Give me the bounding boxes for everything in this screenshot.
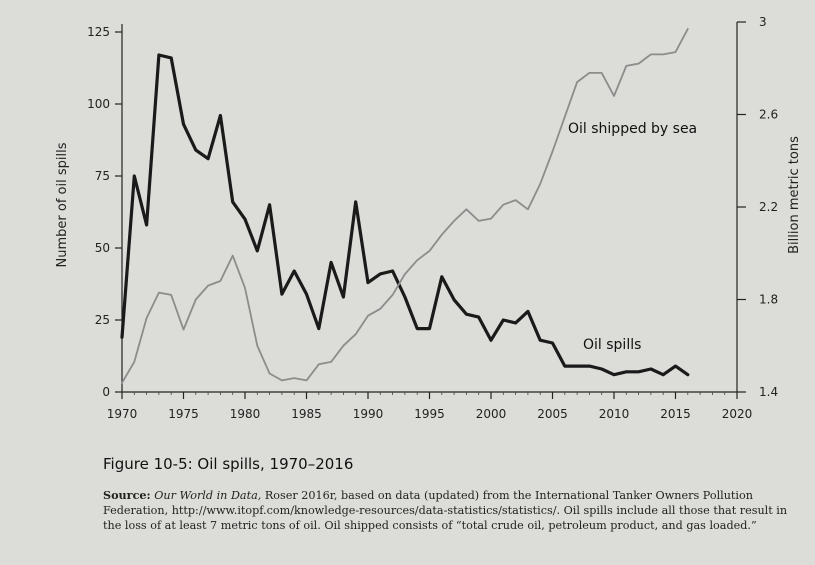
series-annotations: Oil shipped by sea Oil spills — [568, 121, 697, 353]
left-tick-label: 125 — [87, 25, 110, 39]
x-tick-label: 2015 — [660, 407, 691, 421]
source-note: Source: Our World in Data, Roser 2016r, … — [103, 488, 793, 533]
annotation-oil-shipped: Oil shipped by sea — [568, 121, 697, 137]
series-line-oil-spills — [120, 53, 690, 377]
left-axis-title: Number of oil spills — [55, 142, 70, 267]
x-tick-label: 1970 — [107, 407, 138, 421]
x-tick-label: 1985 — [291, 407, 322, 421]
x-tick-label: 2000 — [476, 407, 507, 421]
annotation-oil-spills: Oil spills — [583, 337, 641, 353]
right-tick-label: 2.6 — [759, 108, 778, 122]
x-tick-label: 1975 — [168, 407, 199, 421]
x-axis: 1970 1975 1980 1985 1990 1995 2000 2005 2010 2015… — [107, 391, 753, 421]
series-line-oil-shipped — [121, 27, 689, 384]
series-lines — [120, 27, 690, 384]
x-tick-label: 2005 — [537, 407, 568, 421]
right-y-axis: 1.4 1.8 2.2 2.6 3 — [736, 15, 778, 399]
x-tick-label: 2010 — [599, 407, 630, 421]
x-tick-label: 2020 — [722, 407, 753, 421]
left-tick-label: 25 — [95, 313, 110, 327]
figure-caption: Figure 10-5: Oil spills, 1970–2016 — [103, 455, 354, 473]
left-tick-label: 50 — [95, 241, 110, 255]
source-label: Source: — [103, 488, 151, 502]
source-text: Roser 2016r, based on data (updated) fro… — [103, 489, 788, 532]
left-tick-label: 0 — [102, 385, 110, 399]
dual-axis-line-chart: 0 25 50 75 100 125 1.4 1.8 2.2 2.6 3 1970 1975 1980… — [55, 15, 802, 421]
left-y-axis: 0 25 50 75 100 125 — [87, 24, 123, 399]
right-axis-title: Billion metric tons — [787, 136, 802, 254]
left-tick-label: 75 — [95, 169, 110, 183]
right-tick-label: 2.2 — [759, 200, 778, 214]
x-tick-label: 1990 — [353, 407, 384, 421]
source-publication: Our World in Data, — [154, 489, 262, 502]
right-tick-label: 1.8 — [759, 293, 778, 307]
left-tick-label: 100 — [87, 97, 110, 111]
x-tick-label: 1980 — [230, 407, 261, 421]
right-tick-label: 3 — [759, 15, 767, 29]
right-tick-label: 1.4 — [759, 385, 778, 399]
x-tick-label: 1995 — [414, 407, 445, 421]
